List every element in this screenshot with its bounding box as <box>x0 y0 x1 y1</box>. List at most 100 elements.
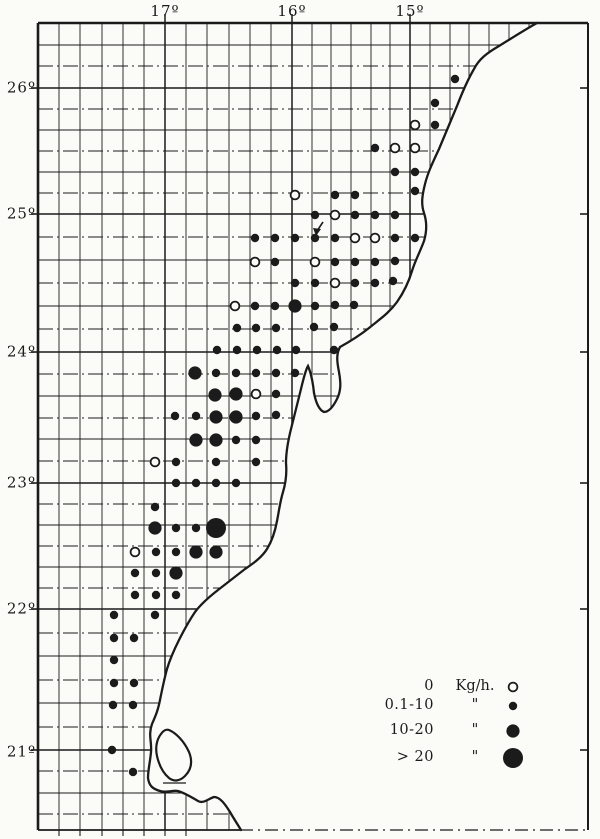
island-outline <box>155 728 193 782</box>
catch-dot-open <box>149 456 161 468</box>
catch-dot-small <box>231 435 241 445</box>
station-dots <box>107 74 460 777</box>
catch-dot-medium <box>209 545 223 559</box>
catch-dot-small <box>231 368 241 378</box>
map-frame <box>31 21 589 836</box>
left-axis-label-24: 24º <box>6 342 36 361</box>
catch-dot-small <box>410 186 420 196</box>
catch-dot-medium <box>209 433 223 447</box>
catch-dot-open <box>409 142 421 154</box>
catch-dot-small <box>271 389 281 399</box>
catch-dot-small <box>290 278 300 288</box>
left-axis-label-22: 22º <box>6 599 36 618</box>
catch-dot-small <box>310 210 320 220</box>
catch-dot-small <box>390 167 400 177</box>
catch-dot-small <box>310 278 320 288</box>
catch-dot-small <box>251 368 261 378</box>
catch-dot-small <box>370 210 380 220</box>
catch-dot-open <box>309 256 321 268</box>
catch-dot-medium <box>189 433 203 447</box>
catch-dot-small <box>130 568 140 578</box>
catch-dot-open <box>369 232 381 244</box>
catch-dot-small <box>171 478 181 488</box>
catch-dot-small <box>370 143 380 153</box>
legend-symbol-large <box>503 748 523 768</box>
catch-dot-small <box>309 322 319 332</box>
left-axis-label-21: 21º <box>6 742 36 761</box>
catch-dot-small <box>128 767 138 777</box>
catch-dot-small <box>211 478 221 488</box>
catch-dot-medium <box>189 545 203 559</box>
catch-dot-large <box>206 518 226 538</box>
catch-dot-open <box>329 209 341 221</box>
top-axis-label-15: 15º <box>395 2 425 20</box>
catch-dot-small <box>330 233 340 243</box>
catch-dot-medium <box>148 521 162 535</box>
catch-dot-open <box>289 189 301 201</box>
catch-dot-small <box>430 98 440 108</box>
catch-dot-open <box>409 119 421 131</box>
top-axis-label-17: 17º <box>150 2 180 20</box>
catch-dot-small <box>390 233 400 243</box>
legend-symbol-medium <box>506 724 520 738</box>
catch-dot-small <box>310 233 320 243</box>
catch-dot-small <box>330 300 340 310</box>
coastline-path <box>146 21 539 832</box>
catch-dot-small <box>150 610 160 620</box>
catch-dot-small <box>109 610 119 620</box>
catch-dot-small <box>271 368 281 378</box>
catch-dot-open <box>329 277 341 289</box>
left-axis-label-26: 26º <box>6 78 36 97</box>
catch-dot-small <box>270 301 280 311</box>
arrow-head <box>313 228 321 236</box>
catch-dot-small <box>191 478 201 488</box>
catch-dot-small <box>271 410 281 420</box>
catch-dot-small <box>211 368 221 378</box>
catch-dot-open <box>250 388 262 400</box>
catch-dot-small <box>290 368 300 378</box>
catch-dot-small <box>270 257 280 267</box>
catch-dot-open <box>129 546 141 558</box>
top-axis-label-16: 16º <box>277 2 307 20</box>
catch-dot-open <box>389 142 401 154</box>
catch-dot-small <box>251 411 261 421</box>
catch-dot-small <box>129 633 139 643</box>
catch-dot-medium <box>208 388 222 402</box>
catch-dot-small <box>171 590 181 600</box>
catch-dot-medium <box>229 410 243 424</box>
catch-dot-open <box>349 232 361 244</box>
catch-dot-small <box>171 547 181 557</box>
catch-dot-small <box>310 301 320 311</box>
catch-dot-small <box>252 345 262 355</box>
catch-dot-small <box>350 210 360 220</box>
left-axis-label-25: 25º <box>6 204 36 223</box>
catch-dot-small <box>232 323 242 333</box>
coastline <box>146 21 539 832</box>
catch-dot-small <box>329 322 339 332</box>
catch-dot-medium <box>188 366 202 380</box>
catch-dot-medium <box>169 566 183 580</box>
catch-dot-small <box>330 190 340 200</box>
catch-dot-small <box>129 678 139 688</box>
catch-dot-small <box>410 167 420 177</box>
catch-dot-small <box>151 568 161 578</box>
catch-dot-small <box>150 502 160 512</box>
catch-dot-medium <box>229 387 243 401</box>
catch-dot-small <box>329 345 339 355</box>
catch-dot-small <box>350 257 360 267</box>
catch-dot-small <box>128 700 138 710</box>
catch-dot-small <box>450 74 460 84</box>
catch-dot-small <box>231 478 241 488</box>
catch-dot-small <box>370 278 380 288</box>
catch-dot-small <box>251 457 261 467</box>
catch-dot-small <box>250 233 260 243</box>
catch-dot-small <box>191 523 201 533</box>
catch-dot-small <box>171 523 181 533</box>
catch-dot-small <box>410 233 420 243</box>
catch-dot-small <box>191 411 201 421</box>
catch-dot-small <box>251 435 261 445</box>
catch-dot-small <box>350 278 360 288</box>
catch-dot-small <box>151 547 161 557</box>
catch-dot-small <box>330 257 340 267</box>
